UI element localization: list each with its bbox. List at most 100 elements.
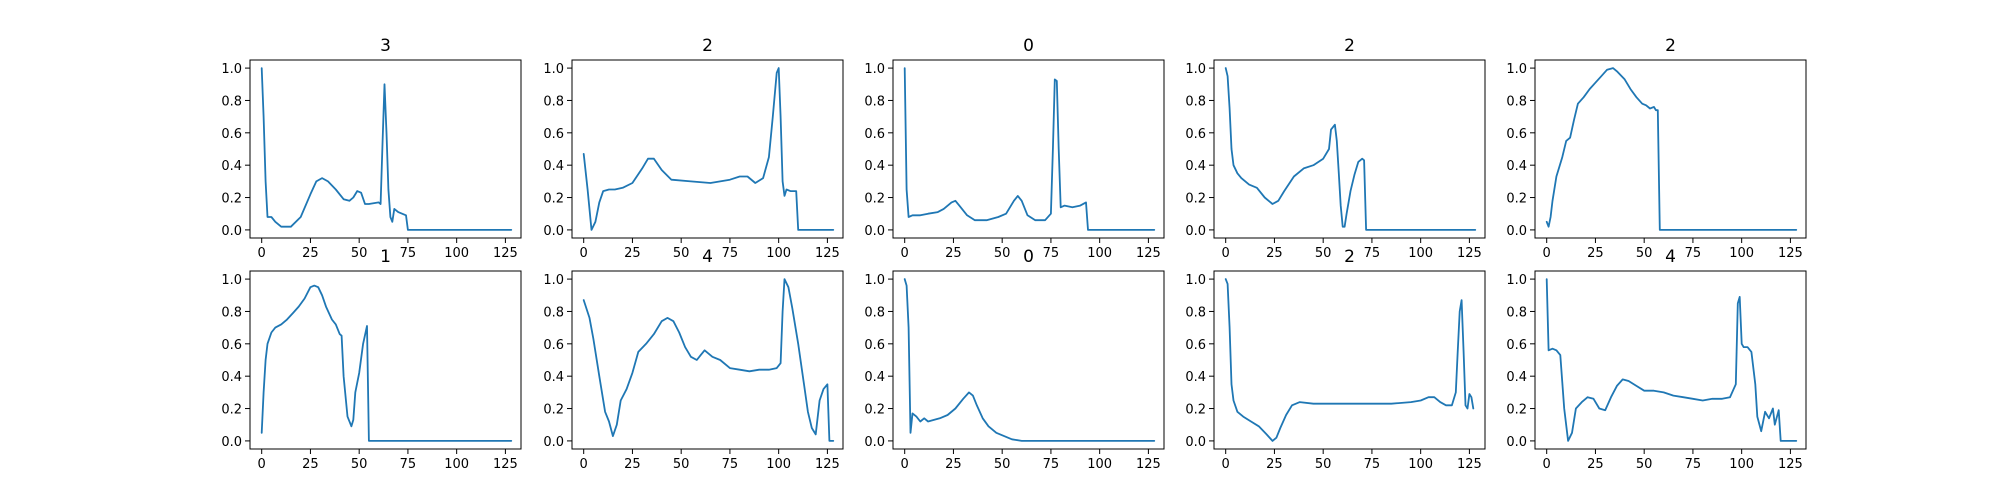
y-tick-label: 0.6 xyxy=(1185,127,1206,142)
y-tick-label: 1.0 xyxy=(864,62,885,77)
axes-frame xyxy=(1213,270,1486,450)
x-tick-label: 50 xyxy=(673,246,690,261)
y-tick-label: 0.6 xyxy=(543,127,564,142)
x-tick-label: 75 xyxy=(1043,457,1060,472)
series-line xyxy=(903,67,1156,231)
y-tick-label: 0.6 xyxy=(221,127,242,142)
subplot-title: 3 xyxy=(380,36,391,56)
x-tick-label: 100 xyxy=(766,457,791,472)
x-tick-label: 0 xyxy=(1543,246,1551,261)
y-tick-label: 0.8 xyxy=(1506,94,1527,109)
y-tick-label: 1.0 xyxy=(543,273,564,288)
x-tick-label: 0 xyxy=(901,457,909,472)
series-line xyxy=(1224,67,1477,231)
subplot-title: 4 xyxy=(702,247,713,267)
x-tick-label: 125 xyxy=(815,246,840,261)
y-tick-label: 0.2 xyxy=(543,403,564,418)
x-tick-label: 25 xyxy=(302,246,319,261)
x-tick-label: 50 xyxy=(1315,457,1332,472)
y-tick-label: 0.6 xyxy=(221,338,242,353)
x-tick-label: 25 xyxy=(1266,457,1283,472)
series-line xyxy=(582,67,835,231)
subplot-title: 2 xyxy=(1665,36,1676,56)
x-tick-label: 125 xyxy=(815,457,840,472)
y-tick-label: 0.0 xyxy=(543,224,564,239)
y-tick-label: 0.8 xyxy=(864,94,885,109)
x-tick-label: 100 xyxy=(1729,246,1754,261)
y-tick-label: 0.0 xyxy=(1185,435,1206,450)
subplot-8: 0 0 25 50 75 100 125 0.0 0.2 0.4 0.6 0.8 1.0 xyxy=(864,247,1165,472)
series-line xyxy=(903,278,1156,442)
y-tick-label: 0.2 xyxy=(864,192,885,207)
y-tick-label: 0.4 xyxy=(543,370,564,385)
y-tick-label: 0.4 xyxy=(1506,370,1527,385)
axes-frame xyxy=(892,59,1165,239)
x-tick-label: 0 xyxy=(901,246,909,261)
x-tick-label: 25 xyxy=(1587,246,1604,261)
x-tick-label: 25 xyxy=(945,246,962,261)
y-tick-label: 1.0 xyxy=(864,273,885,288)
x-tick-label: 50 xyxy=(351,246,368,261)
y-tick-label: 0.8 xyxy=(864,305,885,320)
y-tick-label: 0.0 xyxy=(864,435,885,450)
x-tick-label: 75 xyxy=(722,457,739,472)
x-tick-label: 50 xyxy=(351,457,368,472)
y-tick-label: 0.8 xyxy=(1185,94,1206,109)
y-tick-label: 0.2 xyxy=(1185,403,1206,418)
y-tick-label: 1.0 xyxy=(1506,62,1527,77)
series-line xyxy=(260,67,513,231)
subplot-title: 2 xyxy=(702,36,713,56)
axes-frame xyxy=(1534,59,1807,239)
subplot-title: 1 xyxy=(380,247,391,267)
x-tick-label: 50 xyxy=(1315,246,1332,261)
subplot-title: 0 xyxy=(1023,36,1034,56)
subplot-title: 2 xyxy=(1344,36,1355,56)
series-line xyxy=(1545,278,1798,442)
y-tick-label: 0.2 xyxy=(864,403,885,418)
y-tick-label: 0.4 xyxy=(221,159,242,174)
x-tick-label: 125 xyxy=(1778,457,1803,472)
axes-frame xyxy=(249,59,522,239)
x-tick-label: 100 xyxy=(1087,457,1112,472)
y-tick-label: 0.6 xyxy=(864,338,885,353)
subplot-6: 1 0 25 50 75 100 125 0.0 0.2 0.4 0.6 0.8 1.0 xyxy=(221,247,522,472)
subplot-title: 0 xyxy=(1023,247,1034,267)
axes-frame xyxy=(571,59,844,239)
x-tick-label: 75 xyxy=(1685,457,1702,472)
x-tick-label: 125 xyxy=(493,457,518,472)
y-tick-label: 0.2 xyxy=(1185,192,1206,207)
x-tick-label: 75 xyxy=(400,457,417,472)
x-tick-label: 75 xyxy=(1364,246,1381,261)
x-tick-label: 0 xyxy=(580,457,588,472)
y-tick-label: 0.6 xyxy=(1506,127,1527,142)
y-tick-label: 0.0 xyxy=(1506,435,1527,450)
y-tick-label: 1.0 xyxy=(1185,62,1206,77)
y-tick-label: 0.8 xyxy=(1506,305,1527,320)
y-tick-label: 0.8 xyxy=(221,305,242,320)
x-tick-label: 75 xyxy=(1364,457,1381,472)
subplot-3: 0 0 25 50 75 100 125 0.0 0.2 0.4 0.6 0.8 1.0 xyxy=(864,36,1165,261)
y-tick-label: 0.2 xyxy=(221,403,242,418)
x-tick-label: 50 xyxy=(994,457,1011,472)
x-tick-label: 75 xyxy=(400,246,417,261)
x-tick-label: 25 xyxy=(624,246,641,261)
series-line xyxy=(1224,278,1475,442)
y-tick-label: 0.4 xyxy=(543,159,564,174)
x-tick-label: 75 xyxy=(1685,246,1702,261)
x-tick-label: 50 xyxy=(1636,246,1653,261)
y-tick-label: 0.2 xyxy=(543,192,564,207)
y-tick-label: 1.0 xyxy=(1506,273,1527,288)
y-tick-label: 1.0 xyxy=(1185,273,1206,288)
y-tick-label: 0.4 xyxy=(1185,159,1206,174)
y-tick-label: 0.2 xyxy=(1506,192,1527,207)
x-tick-label: 0 xyxy=(258,457,266,472)
subplot-4: 2 0 25 50 75 100 125 0.0 0.2 0.4 0.6 0.8 1.0 xyxy=(1185,36,1486,261)
y-tick-label: 0.0 xyxy=(1185,224,1206,239)
subplot-title: 2 xyxy=(1344,247,1355,267)
y-tick-label: 0.2 xyxy=(221,192,242,207)
x-tick-label: 0 xyxy=(1222,457,1230,472)
y-tick-label: 0.0 xyxy=(543,435,564,450)
y-tick-label: 0.0 xyxy=(1506,224,1527,239)
x-tick-label: 50 xyxy=(673,457,690,472)
